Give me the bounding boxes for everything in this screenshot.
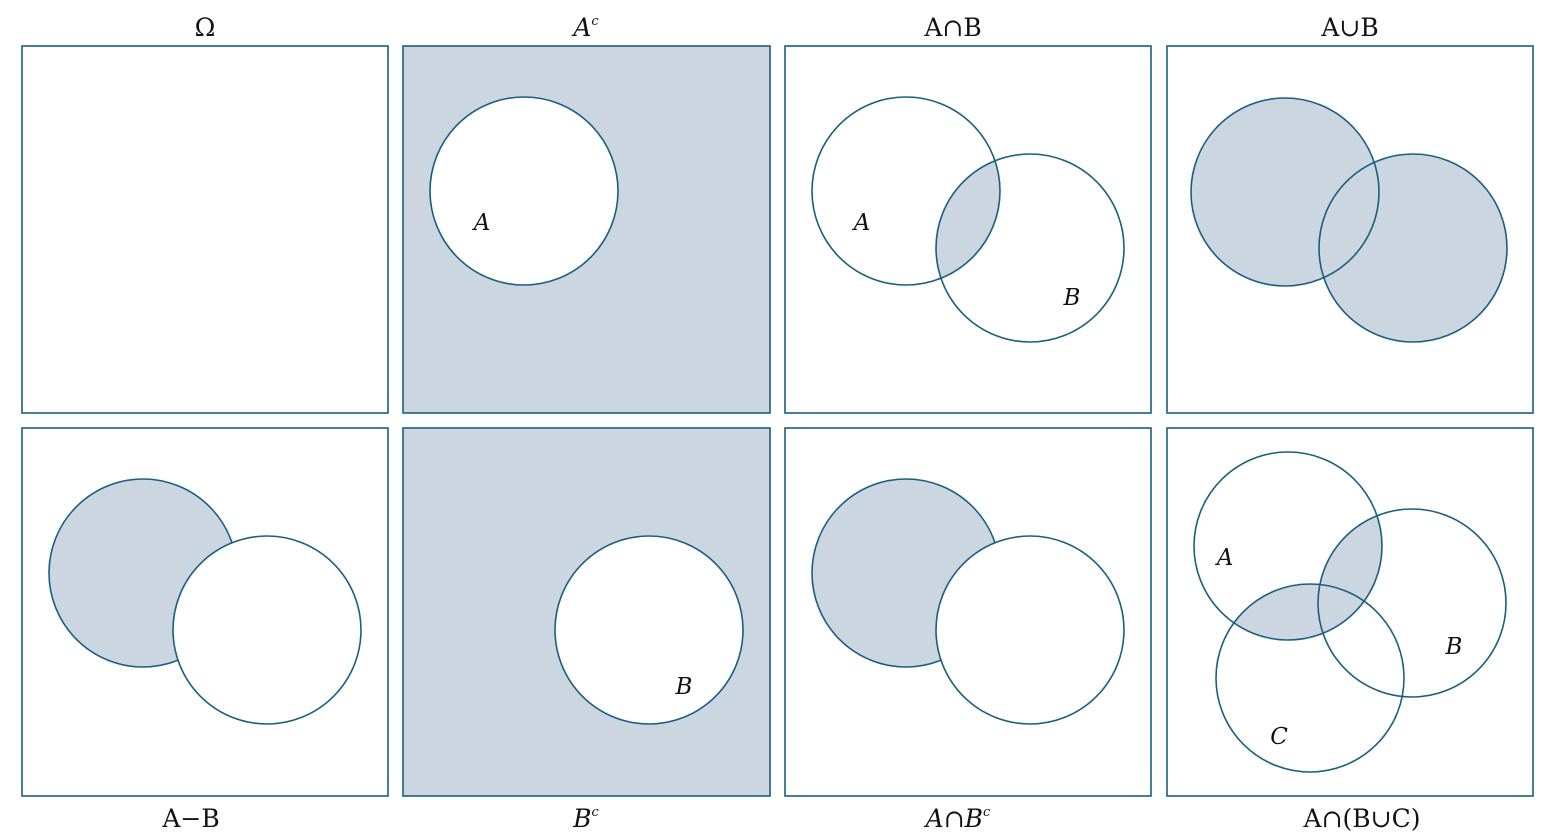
set-c-circle	[1215, 583, 1405, 773]
set-c-label: C	[1270, 724, 1288, 750]
set-b-label: B	[1063, 285, 1081, 311]
set-a-circle	[429, 96, 619, 286]
universe-frame	[21, 45, 389, 414]
set-a-circle	[1193, 451, 1383, 641]
panel-a-intersect-b-complement: A∩Bc	[784, 427, 1152, 833]
panel-a-union-b: A∪B	[1166, 13, 1534, 414]
set-b-circle	[172, 535, 362, 725]
set-b-circle	[1318, 153, 1508, 343]
panel-a-intersect-b: A∩B A B	[784, 13, 1152, 414]
set-a-circle	[811, 96, 1001, 286]
set-b-circle	[935, 153, 1125, 343]
set-b-circle	[935, 535, 1125, 725]
caption-a-intersect-b: A∩B	[923, 13, 981, 42]
panel-a-complement: Ac A	[402, 13, 771, 414]
caption-a-intersect-b-complement: A∩Bc	[924, 804, 991, 833]
set-b-circle	[554, 535, 744, 725]
caption-a-minus-b: A−B	[161, 804, 219, 833]
set-a-label: A	[852, 210, 871, 236]
panel-a-minus-b: A−B	[21, 427, 389, 833]
panel-b-complement: B Bc	[402, 427, 771, 833]
caption-a-union-b: A∪B	[1320, 13, 1378, 42]
set-b-label: B	[675, 674, 693, 700]
caption-b-complement: Bc	[572, 804, 599, 833]
set-a-label: A	[1215, 545, 1234, 571]
caption-a-complement: Ac	[571, 13, 599, 42]
set-b-label: B	[1445, 634, 1463, 660]
caption-omega: Ω	[195, 13, 216, 42]
intersection-region	[936, 154, 1000, 285]
set-b-circle	[1317, 508, 1507, 698]
set-a-circle	[1190, 97, 1380, 287]
set-a-label: A	[472, 210, 491, 236]
set-b-region	[1319, 154, 1507, 342]
a-and-b-region	[1318, 509, 1382, 640]
panel-omega: Ω	[21, 13, 389, 414]
panel-a-intersect-b-union-c: A B C A∩(B∪C)	[1166, 427, 1534, 833]
caption-a-intersect-b-union-c: A∩(B∪C)	[1303, 804, 1421, 833]
